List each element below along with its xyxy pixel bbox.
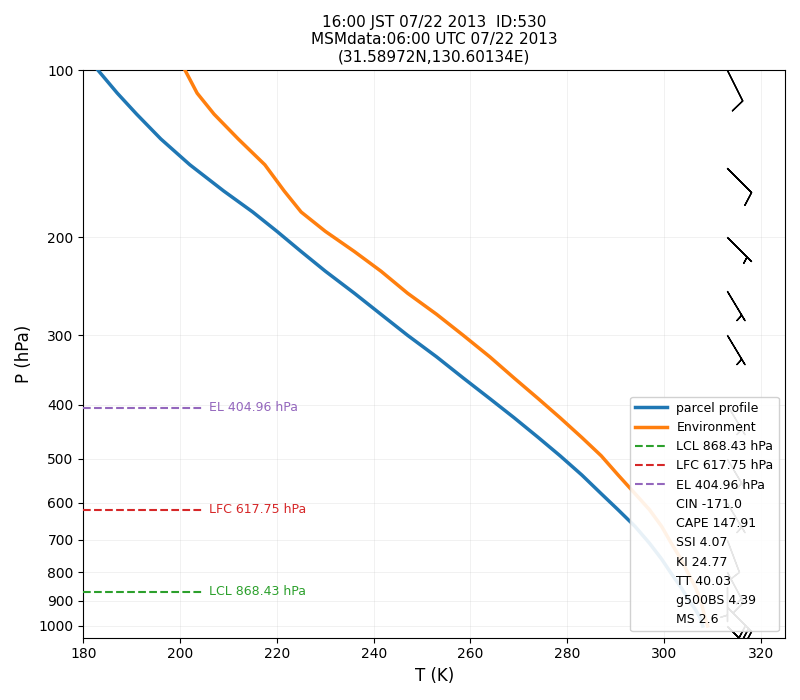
Legend: parcel profile, Environment, LCL 868.43 hPa, LFC 617.75 hPa, EL 404.96 hPa, CIN : parcel profile, Environment, LCL 868.43 … (630, 397, 778, 631)
Title: 16:00 JST 07/22 2013  ID:530
MSMdata:06:00 UTC 07/22 2013
(31.58972N,130.60134E): 16:00 JST 07/22 2013 ID:530 MSMdata:06:0… (311, 15, 558, 65)
X-axis label: T (K): T (K) (414, 667, 454, 685)
Text: EL 404.96 hPa: EL 404.96 hPa (210, 401, 298, 414)
Y-axis label: P (hPa): P (hPa) (15, 325, 33, 383)
Text: LFC 617.75 hPa: LFC 617.75 hPa (210, 503, 306, 516)
Text: LCL 868.43 hPa: LCL 868.43 hPa (210, 585, 306, 598)
